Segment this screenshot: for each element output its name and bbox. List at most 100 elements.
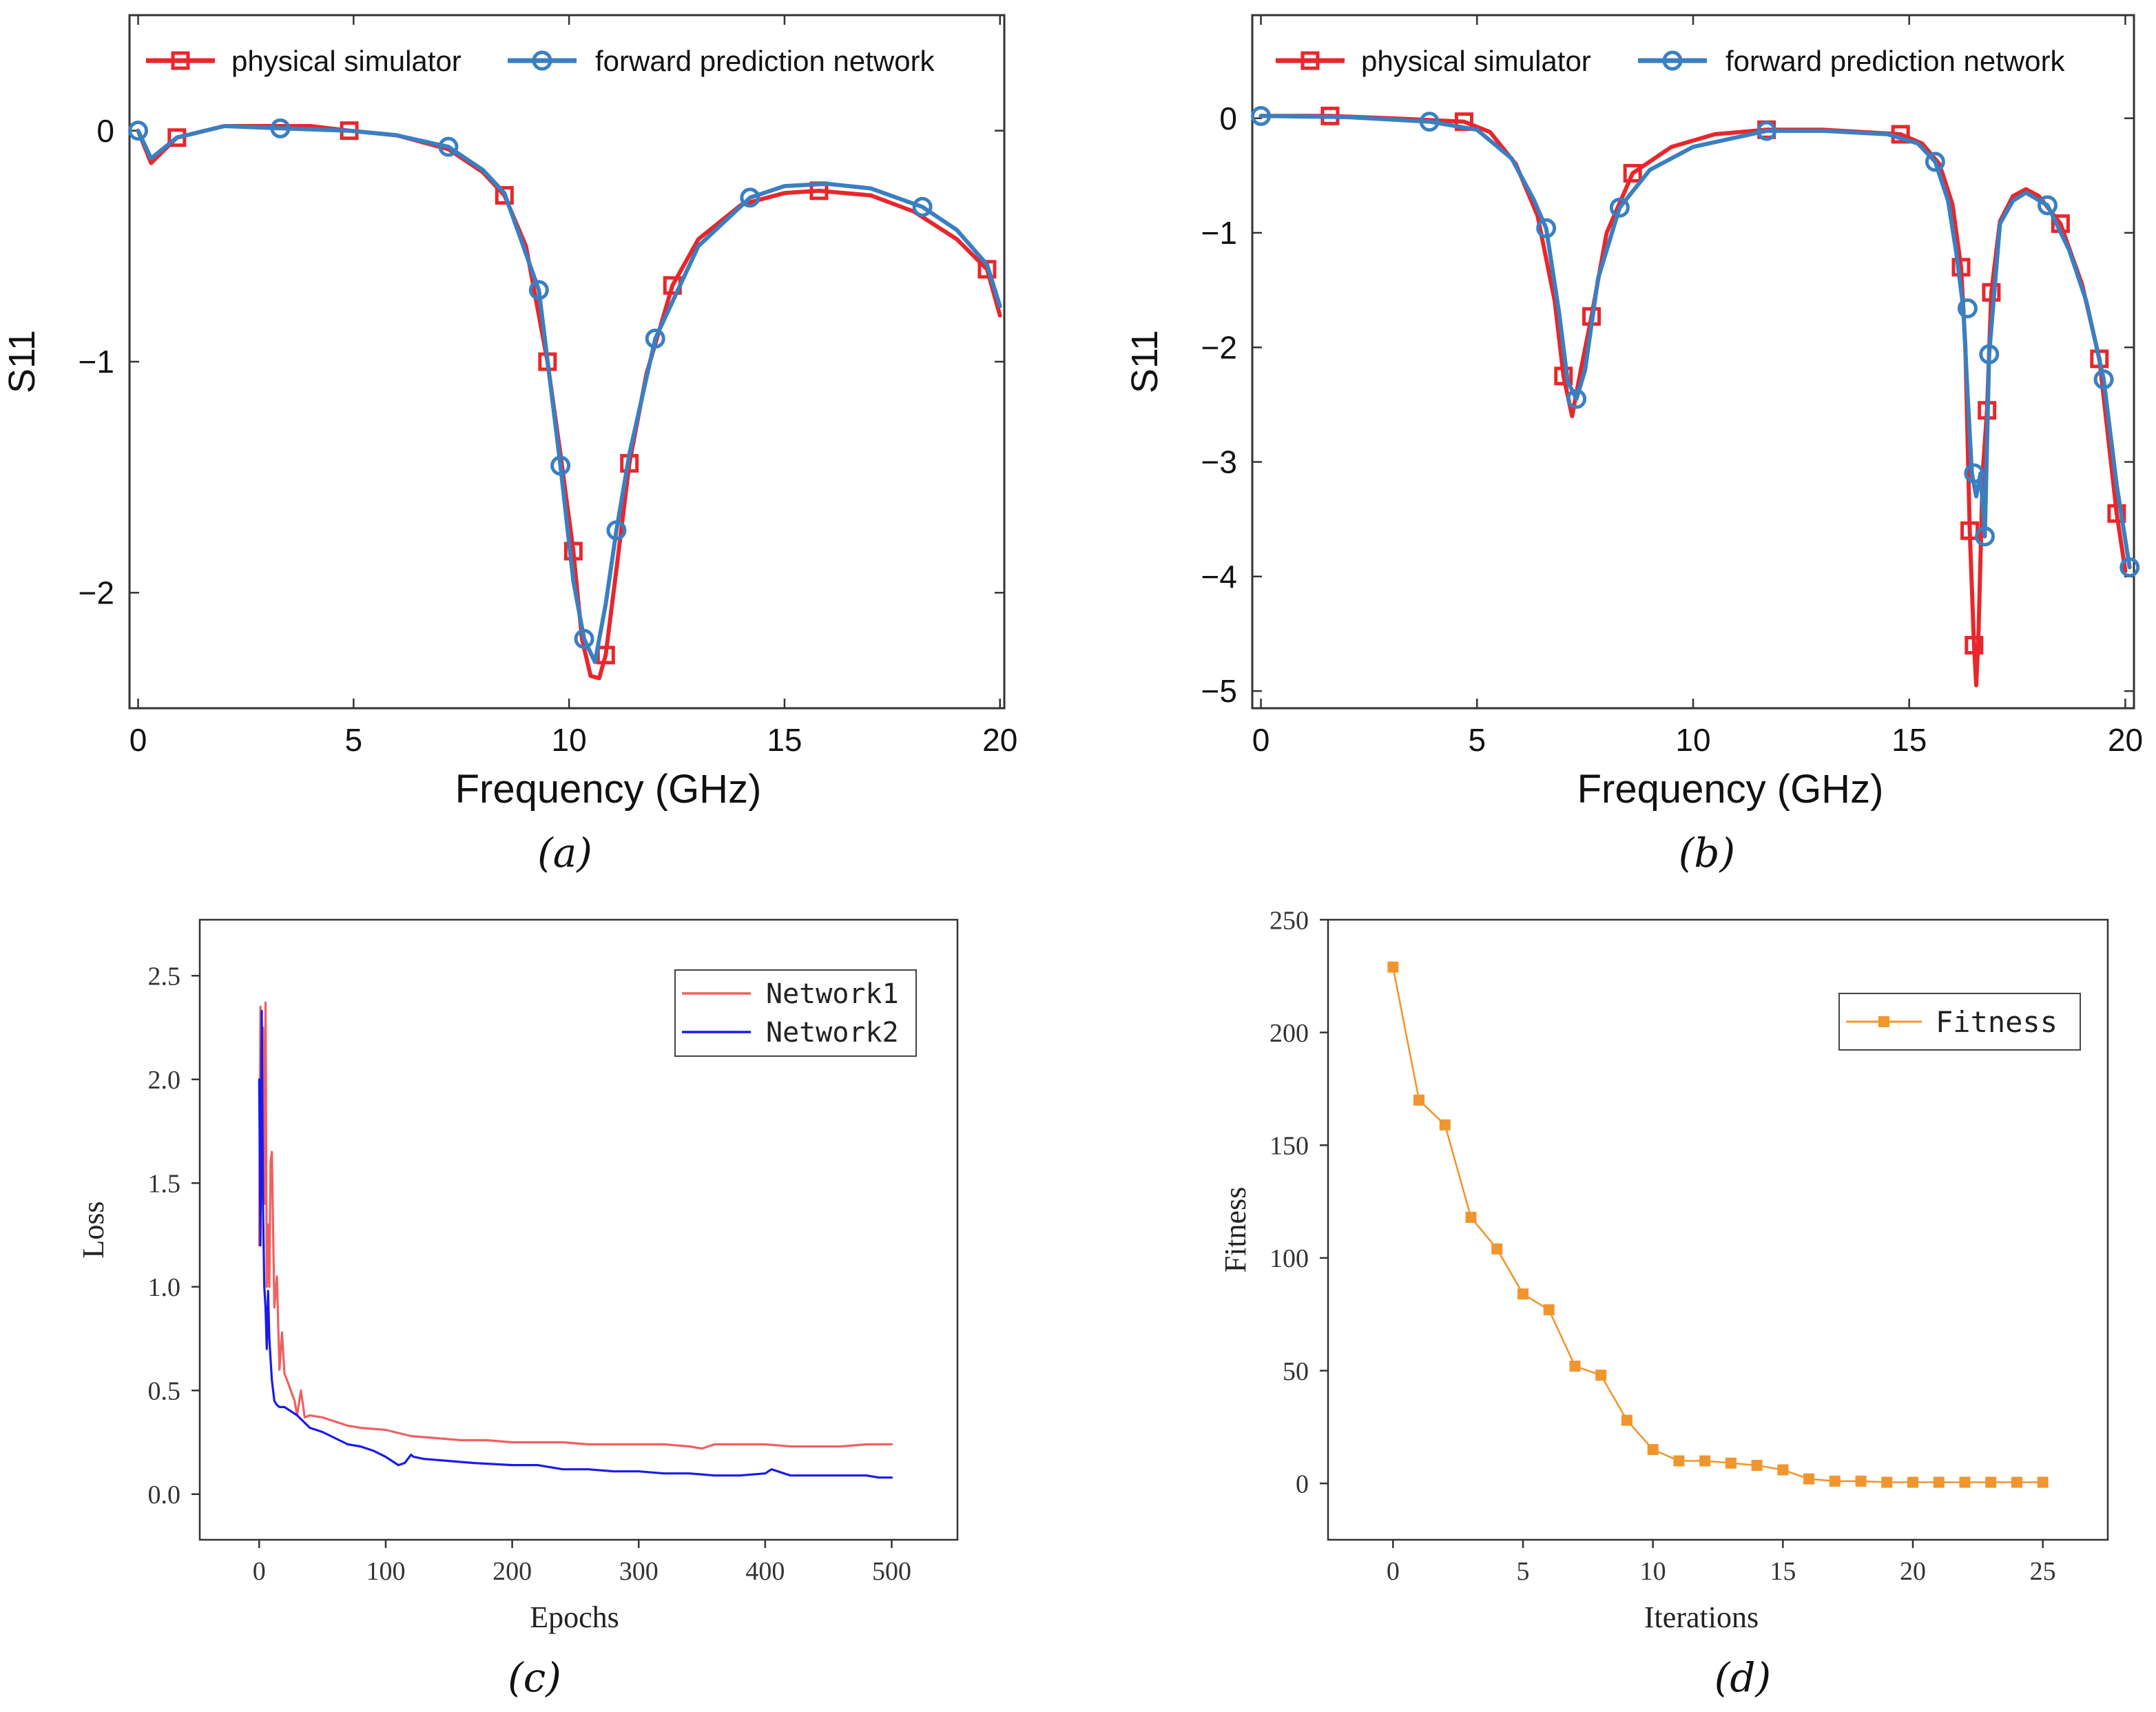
data-point-d xyxy=(1543,1304,1555,1316)
data-point-square-b xyxy=(1965,636,1984,655)
y-tick-label-d: 250 xyxy=(1269,906,1309,935)
chart-panel-c: 0 100 200 300 400 500 0.0 0.5 1.0 1.5 2.0 2.5 Netwo… xyxy=(76,918,959,1701)
caption-a: (a) xyxy=(537,829,592,876)
y-tick-label-d: 50 xyxy=(1283,1357,1309,1386)
x-axis-label-b: Frequency (GHz) xyxy=(1577,767,1884,812)
data-point-circle-a xyxy=(528,280,549,300)
legend-marker-forward-prediction-network-a xyxy=(532,50,552,71)
data-point-d xyxy=(1413,1094,1425,1106)
x-tick-label-b: 10 xyxy=(1675,722,1710,758)
y-tick-label-d: 200 xyxy=(1269,1019,1309,1048)
legend-b: physical simulator forward prediction ne… xyxy=(1276,45,2066,77)
caption-b: (b) xyxy=(1679,829,1735,876)
legend-marker-physical-simulator-a xyxy=(171,51,190,70)
x-tick-label-d: 0 xyxy=(1387,1557,1400,1586)
series-layer-c xyxy=(258,1001,893,1479)
y-tick-label-b: −3 xyxy=(1201,444,1237,480)
data-point-circle-b xyxy=(1566,389,1587,409)
data-point-circle-a xyxy=(438,136,459,157)
data-point-d xyxy=(1465,1212,1477,1223)
x-tick-label-d: 5 xyxy=(1517,1557,1530,1586)
data-point-d xyxy=(1907,1476,1918,1488)
y-tick-label-d: 150 xyxy=(1269,1132,1309,1161)
x-tick-label-b: 15 xyxy=(1891,722,1927,758)
x-tick-label-c: 500 xyxy=(872,1557,911,1586)
legend-marker-forward-prediction-network-b xyxy=(1662,50,1683,71)
x-tick-label-a: 20 xyxy=(982,722,1017,758)
y-tick-label-b: −2 xyxy=(1201,329,1237,365)
data-point-circle-a xyxy=(550,455,571,476)
y-tick-label-a: −2 xyxy=(79,575,114,610)
data-point-d xyxy=(1673,1455,1685,1467)
series-line-b-forward-prediction-network xyxy=(1258,114,2132,570)
series-layer-a xyxy=(128,118,1002,681)
y-axis-label-d: Fitness xyxy=(1219,1187,1252,1273)
y-axis-label-b: S11 xyxy=(1124,330,1165,393)
data-point-d xyxy=(1725,1457,1737,1469)
x-tick-label-d: 15 xyxy=(1770,1557,1796,1586)
data-point-d xyxy=(1881,1476,1893,1488)
plot-frame-d xyxy=(1327,918,2109,1541)
data-point-d xyxy=(1569,1361,1581,1372)
data-point-circle-b xyxy=(1609,197,1630,218)
y-tick-label-d: 100 xyxy=(1269,1244,1309,1273)
data-point-d xyxy=(1439,1119,1451,1131)
x-tick-label-d: 10 xyxy=(1640,1557,1666,1586)
data-point-square-b xyxy=(1554,367,1573,386)
x-axis-label-c: Epochs xyxy=(530,1600,619,1634)
y-tick-label-c: 1.0 xyxy=(148,1273,181,1302)
axis-ticks-c: 0 100 200 300 400 500 0.0 0.5 1.0 1.5 2.0 2.5 xyxy=(148,962,912,1586)
data-point-circle-a xyxy=(645,328,665,349)
data-point-d xyxy=(1933,1476,1945,1488)
data-point-d xyxy=(1803,1473,1815,1485)
data-point-d xyxy=(1855,1475,1867,1487)
y-tick-label-b: −5 xyxy=(1201,673,1237,709)
y-tick-label-b: −1 xyxy=(1201,215,1237,251)
data-point-square-b xyxy=(1623,163,1642,183)
data-point-d xyxy=(1595,1370,1607,1381)
chart-panel-a: 0 5 10 15 20 0 −1 −2 physical simulator forward… xyxy=(1,14,1017,876)
x-tick-label-b: 20 xyxy=(2108,722,2143,758)
legend-label-forward-prediction-network-b: forward prediction network xyxy=(1725,45,2066,77)
data-point-d xyxy=(2037,1476,2049,1488)
axis-ticks-a: 0 5 10 15 20 0 −1 −2 xyxy=(79,15,1017,758)
data-point-d xyxy=(1387,961,1399,973)
y-axis-label-c: Loss xyxy=(76,1201,110,1258)
legend-label-network1: Network1 xyxy=(766,978,899,1010)
x-tick-label-a: 15 xyxy=(767,722,802,758)
data-point-d xyxy=(1829,1475,1841,1487)
legend-c: Network1 Network2 xyxy=(674,969,917,1057)
x-tick-label-c: 200 xyxy=(493,1557,532,1586)
x-tick-label-b: 5 xyxy=(1468,722,1486,758)
data-point-d xyxy=(1699,1455,1711,1467)
legend-label-physical-simulator-a: physical simulator xyxy=(231,45,462,77)
legend-label-fitness: Fitness xyxy=(1936,1005,2057,1039)
data-point-square-a xyxy=(563,542,583,561)
caption-c: (c) xyxy=(508,1654,561,1701)
data-point-circle-b xyxy=(1419,112,1440,132)
series-line-c-network1 xyxy=(258,1001,893,1450)
legend-a: physical simulator forward prediction ne… xyxy=(146,45,935,77)
legend-label-physical-simulator-b: physical simulator xyxy=(1361,45,1591,77)
data-point-d xyxy=(1959,1476,1971,1488)
x-tick-label-a: 0 xyxy=(129,722,147,758)
data-point-d xyxy=(1751,1460,1763,1471)
y-tick-label-d: 0 xyxy=(1296,1469,1309,1498)
data-point-d xyxy=(1491,1243,1503,1255)
x-tick-label-c: 400 xyxy=(745,1557,785,1586)
legend-marker-physical-simulator-b xyxy=(1300,51,1320,70)
y-tick-label-c: 0.5 xyxy=(148,1377,181,1406)
x-tick-label-c: 100 xyxy=(366,1557,405,1586)
data-point-square-a xyxy=(495,186,514,205)
y-tick-label-c: 2.0 xyxy=(148,1066,181,1095)
data-point-d xyxy=(1621,1414,1632,1426)
legend-label-forward-prediction-network-a: forward prediction network xyxy=(595,45,935,77)
legend-marker-fitness xyxy=(1878,1016,1889,1027)
series-layer-b xyxy=(1251,105,2140,688)
series-layer-d xyxy=(1387,961,2049,1488)
data-point-square-b xyxy=(1982,282,2001,302)
data-point-circle-a xyxy=(270,118,291,138)
x-axis-label-a: Frequency (GHz) xyxy=(455,767,762,812)
